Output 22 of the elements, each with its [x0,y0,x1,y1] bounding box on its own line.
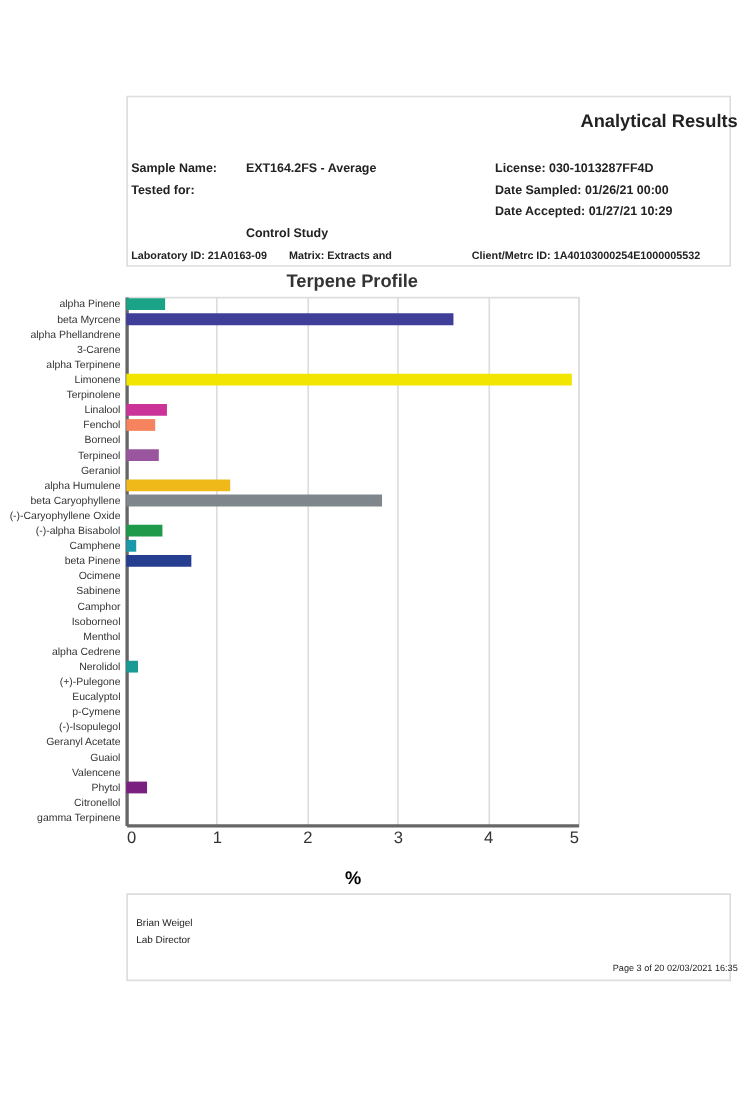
bar [126,524,163,537]
bar [126,539,137,552]
bar [126,555,192,567]
bar [126,494,383,507]
x-tick-label: 1 [212,826,223,847]
bar [126,449,159,462]
bar [126,313,454,326]
bar [126,419,156,431]
x-tick-label: 4 [484,826,495,847]
bar [126,373,572,386]
x-tick-label: 2 [303,826,314,847]
text: Analytical Results [580,111,738,132]
bar [126,298,166,311]
x-tick-label: 5 [569,826,580,847]
chart-title: Terpene Profile [286,270,418,291]
x-tick-label: 0 [127,826,138,847]
bar [126,479,231,492]
x-tick-label: 3 [393,826,404,847]
bar [126,781,148,794]
x-axis-title: % [344,868,362,889]
bar [126,403,167,416]
bar [126,660,139,673]
